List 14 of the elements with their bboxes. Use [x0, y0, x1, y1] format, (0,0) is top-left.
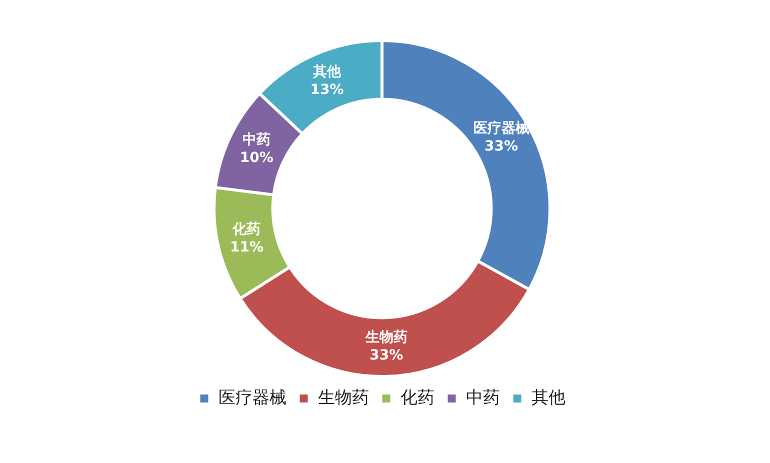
slice-label: 化药: [232, 221, 261, 238]
data-label: 33%: [370, 348, 404, 364]
legend-label: 化药: [400, 388, 434, 408]
data-label: 10%: [240, 150, 274, 166]
legend-label: 中药: [466, 388, 500, 408]
data-label: 33%: [484, 138, 518, 155]
slice-label: 中药: [242, 132, 271, 148]
legend-label: 其他: [531, 388, 566, 408]
data-label: 11%: [230, 239, 264, 256]
legend-label: 生物药: [318, 388, 369, 408]
slice-label: 其他: [312, 64, 342, 80]
legend-label: 医疗器械: [218, 388, 286, 408]
slice-label: 生物药: [364, 330, 408, 346]
data-label: 13%: [310, 82, 344, 98]
